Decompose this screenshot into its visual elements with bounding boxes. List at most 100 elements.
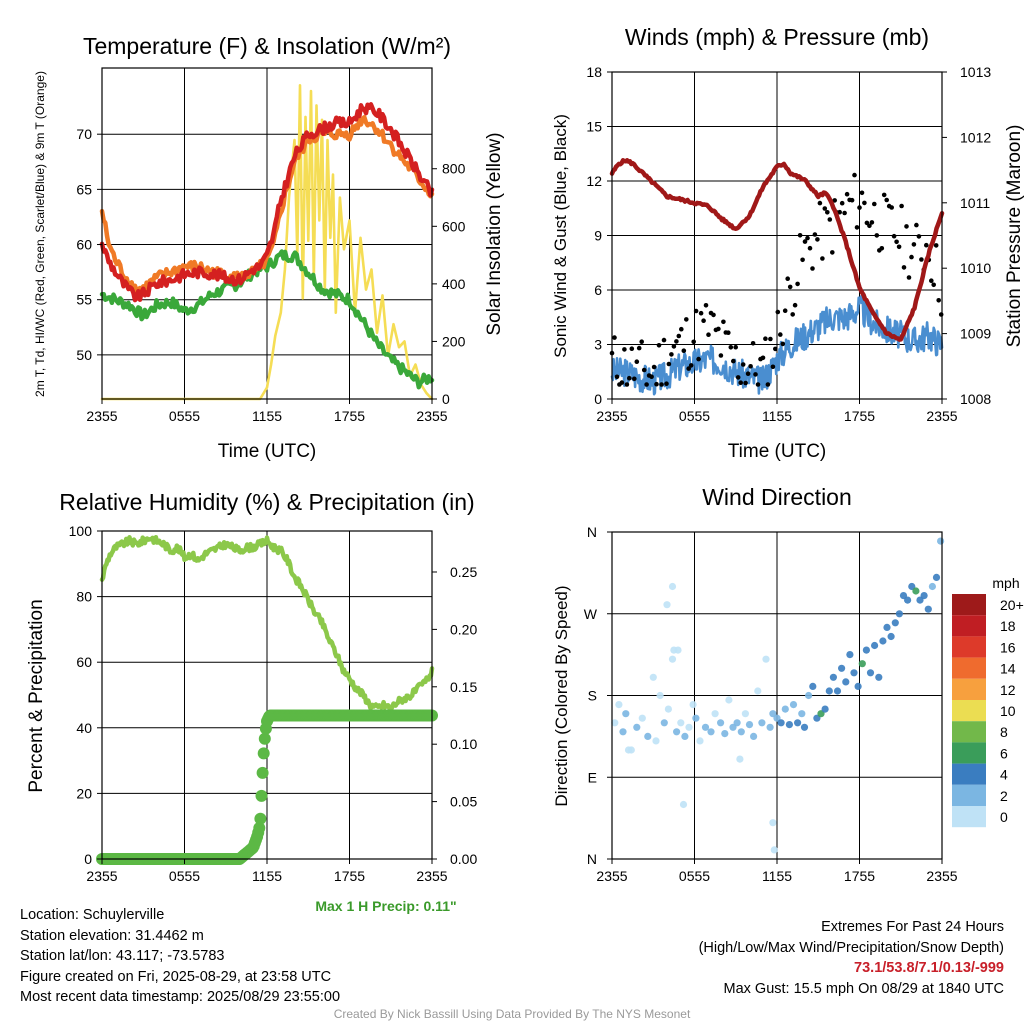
gust-point bbox=[731, 358, 736, 364]
gust-point bbox=[733, 344, 738, 350]
y-tick-label: 9 bbox=[594, 228, 602, 244]
legend-label: 20+ bbox=[1000, 597, 1024, 613]
gust-point bbox=[911, 242, 917, 247]
gust-point bbox=[664, 381, 669, 387]
gust-point bbox=[738, 380, 743, 386]
direction-point bbox=[745, 721, 754, 729]
direction-point bbox=[652, 737, 660, 745]
gust-point bbox=[679, 326, 684, 332]
direction-point bbox=[924, 605, 932, 613]
gust-point bbox=[795, 281, 800, 287]
legend-swatch bbox=[952, 594, 986, 616]
y-tick-label: S bbox=[588, 688, 597, 704]
direction-point bbox=[754, 687, 762, 695]
y-tick-label-right: 800 bbox=[442, 161, 466, 177]
gust-point bbox=[842, 210, 847, 216]
legend-swatch bbox=[952, 657, 986, 679]
gust-point bbox=[797, 233, 803, 238]
direction-point bbox=[622, 710, 630, 718]
y-tick-label: W bbox=[584, 606, 598, 622]
gust-point bbox=[614, 374, 620, 380]
gust-point bbox=[750, 341, 756, 346]
x-tick-label: 2355 bbox=[86, 868, 117, 884]
gust-point bbox=[820, 256, 825, 261]
y-tick-label: 60 bbox=[76, 654, 92, 670]
gust-point bbox=[760, 355, 766, 361]
gust-point bbox=[919, 257, 924, 262]
gust-point bbox=[636, 345, 642, 351]
legend-swatch bbox=[952, 721, 986, 743]
gust-point bbox=[721, 319, 726, 325]
gust-point bbox=[681, 348, 687, 354]
precip-point bbox=[254, 812, 267, 825]
gust-point bbox=[931, 282, 936, 288]
direction-point bbox=[809, 682, 817, 691]
y-tick-label-right: 1008 bbox=[960, 391, 991, 407]
legend-label: 14 bbox=[1000, 661, 1016, 677]
gust-point bbox=[879, 246, 885, 251]
legend-swatch bbox=[952, 806, 986, 828]
direction-point bbox=[725, 696, 733, 704]
direction-point bbox=[920, 592, 928, 600]
gust-point bbox=[894, 239, 899, 245]
direction-point bbox=[674, 646, 682, 654]
direction-point bbox=[668, 655, 677, 663]
gust-point bbox=[612, 335, 617, 340]
credit-line: Created By Nick Bassill Using Data Provi… bbox=[333, 1007, 691, 1021]
gust-point bbox=[688, 363, 694, 368]
y-axis-label-right: Station Pressure (Maroon) bbox=[1004, 125, 1024, 348]
precip-point bbox=[255, 789, 268, 802]
direction-point bbox=[785, 721, 794, 729]
x-tick-label: 2355 bbox=[416, 868, 447, 884]
speed-legend: mph 20+ 18 16 14 12 10 8 6 4 2 0 bbox=[952, 575, 1024, 828]
direction-point bbox=[789, 701, 798, 709]
gust-point bbox=[889, 205, 894, 210]
legend-swatch bbox=[952, 636, 986, 658]
x-tick-label: 1755 bbox=[844, 408, 875, 424]
gust-point bbox=[881, 192, 887, 198]
direction-point bbox=[773, 714, 781, 722]
gust-point bbox=[669, 352, 674, 357]
y-tick-label: 0 bbox=[594, 391, 602, 407]
gust-point bbox=[849, 197, 855, 203]
legend-label: 2 bbox=[1000, 788, 1008, 804]
gust-point bbox=[622, 347, 627, 352]
direction-point bbox=[624, 746, 633, 754]
gust-point bbox=[763, 336, 768, 342]
y-tick-label: 55 bbox=[76, 292, 92, 308]
direction-point bbox=[664, 705, 673, 713]
legend-label: 12 bbox=[1000, 682, 1016, 698]
gust-point bbox=[641, 367, 647, 373]
gust-point bbox=[661, 337, 667, 343]
chart-title: Wind Direction bbox=[702, 484, 852, 510]
gust-point bbox=[832, 198, 837, 203]
gust-point bbox=[627, 375, 632, 381]
direction-point bbox=[668, 582, 677, 591]
x-tick-label: 0555 bbox=[169, 868, 200, 884]
direction-point bbox=[866, 669, 875, 677]
y-tick-label-right: 1011 bbox=[960, 195, 990, 211]
precip-point bbox=[257, 747, 270, 760]
x-tick-label: 0555 bbox=[169, 408, 200, 424]
gust-point bbox=[686, 366, 691, 371]
gust-point bbox=[674, 339, 679, 344]
x-tick-label: 1155 bbox=[252, 868, 282, 884]
extremes-title: Extremes For Past 24 Hours bbox=[821, 919, 1004, 935]
gust-point bbox=[869, 220, 875, 225]
legend-swatch bbox=[952, 678, 986, 700]
gust-point bbox=[901, 265, 907, 270]
gust-point bbox=[703, 303, 709, 308]
gust-point bbox=[839, 200, 845, 206]
gust-point bbox=[778, 332, 783, 337]
gust-point bbox=[624, 382, 630, 387]
chart-title: Temperature (F) & Insolation (W/m²) bbox=[83, 33, 451, 59]
gust-point bbox=[867, 223, 872, 229]
legend-label: 16 bbox=[1000, 639, 1016, 655]
gust-point bbox=[651, 364, 657, 370]
y-tick-label-right: 0.25 bbox=[450, 564, 477, 580]
x-tick-label: 2355 bbox=[416, 408, 447, 424]
direction-point bbox=[838, 664, 846, 672]
series-2m-td bbox=[99, 249, 435, 390]
y-tick-label: 65 bbox=[76, 181, 92, 197]
